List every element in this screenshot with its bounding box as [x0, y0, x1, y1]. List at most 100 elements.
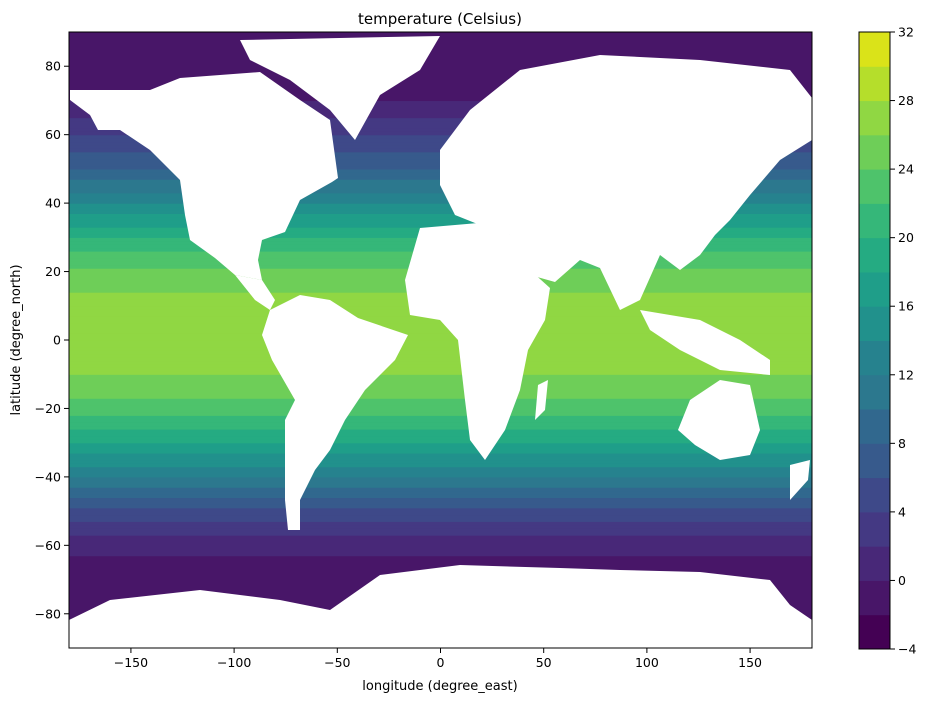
x-axis: −150 −100 −50 0 50 100 150: [114, 648, 762, 670]
x-tick-label: −50: [324, 655, 350, 670]
temperature-band: [69, 442, 812, 447]
temperature-band: [69, 435, 812, 440]
temperature-band: [69, 370, 812, 375]
temperature-band: [69, 432, 812, 437]
colorbar-band: [859, 409, 890, 444]
temperature-band: [69, 66, 812, 71]
temperature-band: [69, 83, 812, 88]
temperature-band: [69, 120, 812, 125]
temperature-band: [69, 541, 812, 546]
temperature-band: [69, 199, 812, 204]
temperature-band: [69, 562, 812, 567]
temperature-band: [69, 97, 812, 102]
temperature-band: [69, 117, 812, 122]
temperature-band: [69, 456, 812, 461]
temperature-band: [69, 487, 812, 492]
temperature-band: [69, 189, 812, 194]
chart-title: temperature (Celsius): [358, 10, 522, 28]
colorbar-tick-label: 16: [898, 299, 914, 314]
temperature-band: [69, 381, 812, 386]
temperature-band: [69, 524, 812, 529]
colorbar-tick-label: 12: [898, 367, 914, 382]
temperature-band: [69, 514, 812, 519]
temperature-band: [69, 209, 812, 214]
temperature-band: [69, 42, 812, 47]
temperature-band: [69, 326, 812, 331]
temperature-band: [69, 340, 812, 345]
temperature-band: [69, 131, 812, 136]
temperature-band: [69, 203, 812, 208]
temperature-band: [69, 387, 812, 392]
land-central-america: [235, 275, 275, 310]
temperature-band: [69, 360, 812, 365]
temperature-band: [69, 114, 812, 119]
temperature-band: [69, 480, 812, 485]
temperature-band: [69, 62, 812, 67]
land-greenland: [240, 36, 440, 140]
temperature-band: [69, 535, 812, 540]
temperature-band: [69, 134, 812, 139]
colorbar-band: [859, 306, 890, 341]
temperature-band: [69, 144, 812, 149]
temperature-band: [69, 213, 812, 218]
temperature-band: [69, 52, 812, 57]
colorbar-ticks: −4 0 4 8 12 16 20 24 28 32: [890, 25, 916, 657]
colorbar-tick-label: 28: [898, 93, 914, 108]
temperature-band: [69, 401, 812, 406]
y-axis-label: latitude (degree_north): [9, 264, 24, 415]
x-tick-label: 100: [635, 655, 659, 670]
temperature-band: [69, 90, 812, 95]
temperature-band: [69, 377, 812, 382]
temperature-band: [69, 538, 812, 543]
temperature-band: [69, 329, 812, 334]
temperature-band: [69, 220, 812, 225]
temperature-band: [69, 103, 812, 108]
temperature-band: [69, 336, 812, 341]
y-tick-label: 0: [53, 333, 61, 348]
temperature-band: [69, 216, 812, 221]
colorbar-band: [859, 546, 890, 581]
temperature-band: [69, 93, 812, 98]
y-tick-label: 60: [45, 127, 61, 142]
temperature-band: [69, 439, 812, 444]
temperature-band: [69, 511, 812, 516]
y-tick-label: 20: [45, 264, 61, 279]
temperature-band: [69, 418, 812, 423]
temperature-band: [69, 507, 812, 512]
temperature-band: [69, 473, 812, 478]
colorbar: −4 0 4 8 12 16 20 24 28 32: [858, 25, 916, 657]
temperature-band: [69, 494, 812, 499]
colorbar-band: [859, 614, 890, 650]
temperature-band: [69, 192, 812, 197]
temperature-band: [69, 73, 812, 78]
colorbar-tick-label: 24: [898, 162, 914, 177]
x-tick-label: −150: [114, 655, 148, 670]
colorbar-band: [859, 271, 890, 307]
colorbar-tick-label: 0: [898, 573, 906, 588]
temperature-band: [69, 333, 812, 338]
colorbar-band: [859, 477, 890, 513]
land-north-america: [70, 72, 338, 280]
temperature-band: [69, 350, 812, 355]
temperature-band: [69, 391, 812, 396]
temperature-band: [69, 555, 812, 560]
temperature-band: [69, 110, 812, 115]
x-axis-label: longitude (degree_east): [362, 679, 517, 694]
temperature-band: [69, 490, 812, 495]
colorbar-band: [859, 443, 890, 479]
temperature-band: [69, 38, 812, 43]
temperature-band: [69, 138, 812, 143]
temperature-band: [69, 504, 812, 509]
temperature-band: [69, 206, 812, 211]
temperature-band: [69, 422, 812, 427]
temperature-band: [69, 449, 812, 454]
temperature-band: [69, 428, 812, 433]
temperature-band: [69, 545, 812, 550]
colorbar-band: [859, 340, 890, 376]
colorbar-band: [859, 169, 890, 204]
temperature-band: [69, 322, 812, 327]
land-mask: [69, 36, 812, 648]
temperature-band: [69, 363, 812, 368]
x-tick-label: 0: [437, 655, 445, 670]
